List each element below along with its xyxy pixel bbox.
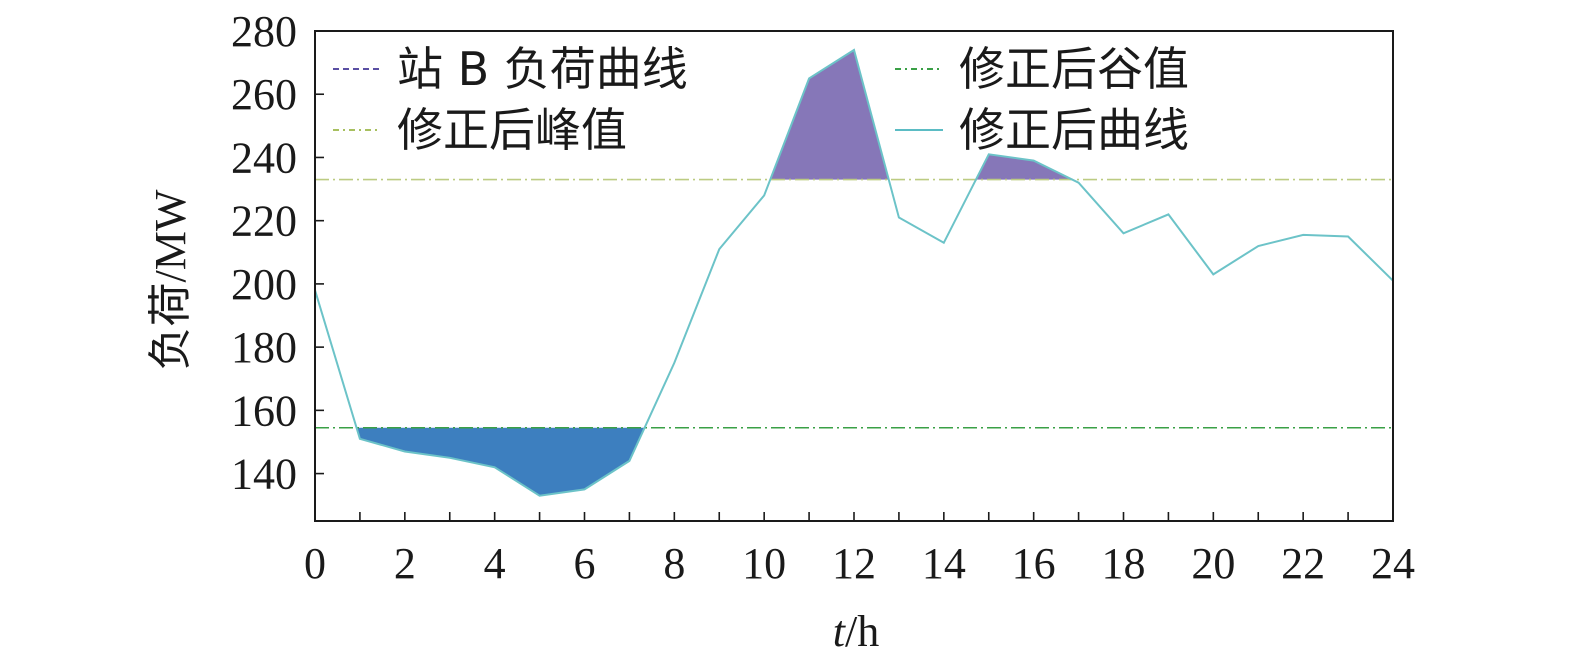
x-tick-label: 14	[922, 539, 966, 588]
x-axis-title-var: t	[833, 607, 847, 656]
y-tick-label: 220	[231, 197, 297, 246]
y-tick-label: 200	[231, 260, 297, 309]
y-tick-label: 280	[231, 7, 297, 56]
corrected-curve-line	[314, 48, 1394, 497]
y-axis-title: 负荷/MW	[146, 189, 195, 370]
legend-label-original: 站 B 负荷曲线	[397, 42, 688, 96]
legend-label-valley: 修正后谷值	[959, 42, 1189, 96]
x-axis-title: t/h	[833, 607, 879, 656]
x-tick-label: 24	[1371, 539, 1415, 588]
reference-lines	[315, 178, 1393, 429]
x-tick-label: 20	[1191, 539, 1235, 588]
x-tick-label: 2	[394, 539, 416, 588]
x-tick-label: 6	[574, 539, 596, 588]
series-group	[314, 48, 1394, 497]
x-axis-title-unit: /h	[845, 607, 879, 656]
legend-label-corrected: 修正后曲线	[959, 103, 1189, 157]
y-tick-label: 260	[231, 70, 297, 119]
x-axis-ticks: 0 2 4 6 8 10 12 14 16 18 20 22 24	[304, 512, 1415, 588]
x-tick-label: 22	[1281, 539, 1325, 588]
y-tick-label: 180	[231, 323, 297, 372]
peak-excess-area	[770, 50, 889, 180]
y-tick-label: 160	[231, 386, 297, 435]
valley-deficit-area	[356, 427, 645, 496]
x-tick-label: 8	[663, 539, 685, 588]
fill-areas	[356, 50, 1073, 496]
x-tick-label: 0	[304, 539, 326, 588]
x-tick-label: 16	[1012, 539, 1056, 588]
y-axis-ticks: 140 160 180 200 220 240 260 280	[231, 7, 324, 499]
x-tick-label: 4	[484, 539, 506, 588]
legend-label-peak: 修正后峰值	[397, 103, 627, 157]
x-tick-label: 10	[742, 539, 786, 588]
peak-excess-area	[975, 154, 1073, 180]
x-tick-label: 12	[832, 539, 876, 588]
y-tick-label: 240	[231, 133, 297, 182]
y-tick-label: 140	[231, 450, 297, 499]
x-tick-label: 18	[1102, 539, 1146, 588]
